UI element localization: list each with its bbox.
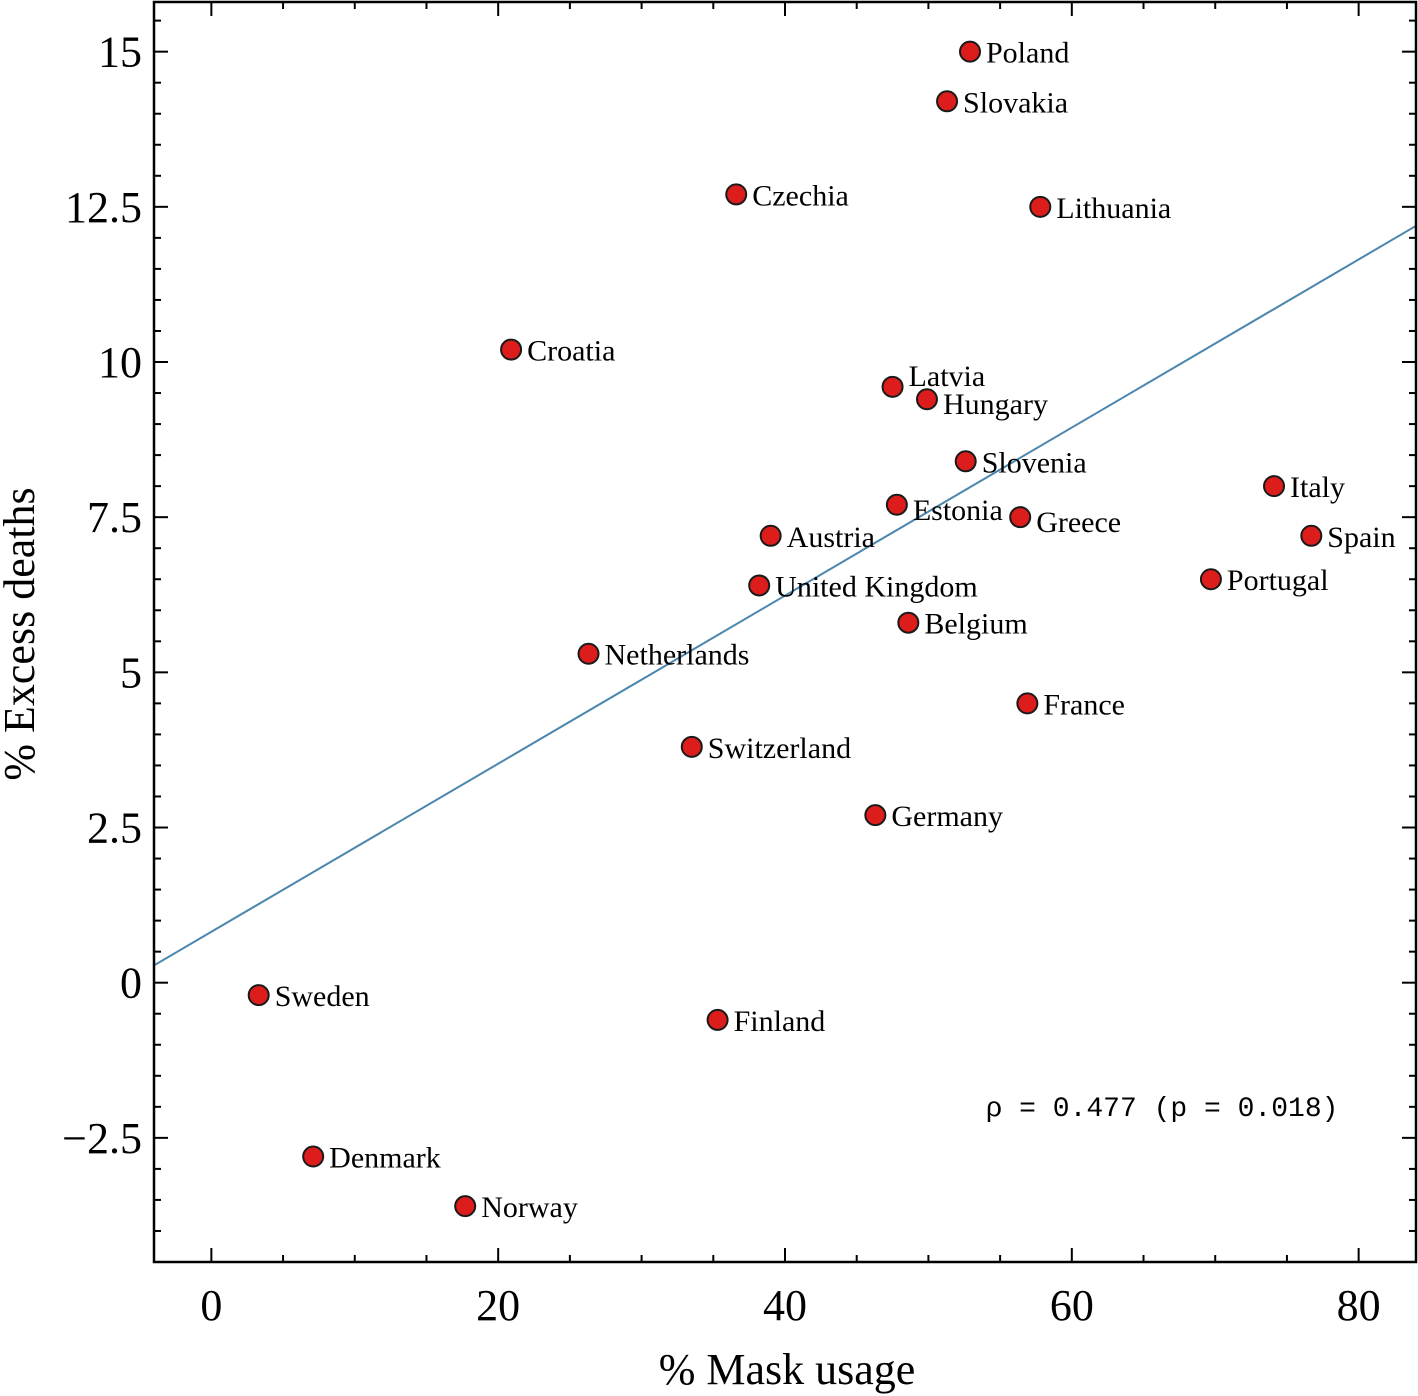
point-label: Hungary xyxy=(943,388,1048,421)
point-label: Czechia xyxy=(752,179,849,212)
y-tick-label: 5 xyxy=(120,648,142,697)
data-point xyxy=(1300,524,1323,547)
data-point xyxy=(759,524,782,547)
y-tick-label: 2.5 xyxy=(87,804,142,853)
data-point xyxy=(885,493,908,516)
data-point xyxy=(1009,506,1032,529)
data-point xyxy=(1263,475,1286,498)
point-label: Norway xyxy=(481,1191,578,1224)
point-label: Switzerland xyxy=(708,732,851,765)
point-label: Finland xyxy=(734,1005,826,1038)
point-label: Croatia xyxy=(527,335,615,368)
trend-line xyxy=(154,224,1416,967)
point-label: France xyxy=(1043,688,1125,721)
point-label: United Kingdom xyxy=(775,570,978,603)
point-label: Austria xyxy=(787,521,875,554)
point-label: Portugal xyxy=(1227,564,1329,597)
data-point xyxy=(725,183,748,206)
data-points xyxy=(247,40,1323,1218)
point-label: Belgium xyxy=(924,608,1027,641)
y-tick-label: 0 xyxy=(120,959,142,1008)
y-tick-label: −2.5 xyxy=(62,1114,142,1163)
data-point xyxy=(706,1008,729,1031)
data-point xyxy=(454,1195,477,1218)
point-label: Estonia xyxy=(913,494,1003,527)
data-point xyxy=(748,574,771,597)
point-label: Sweden xyxy=(275,980,370,1013)
correlation-annotation: ρ = 0.477 (p = 0.018) xyxy=(986,1094,1339,1125)
point-label: Germany xyxy=(891,800,1003,833)
y-tick-label: 12.5 xyxy=(65,183,142,232)
point-label: Poland xyxy=(986,37,1069,70)
data-point xyxy=(500,338,523,361)
point-label: Slovenia xyxy=(982,446,1087,479)
x-axis-title: % Mask usage xyxy=(659,1345,916,1394)
x-tick-label: 80 xyxy=(1337,1281,1381,1330)
axis-ticks: 0 20 40 60 80 −2.5 0 2.5 5 7.5 10 12.5 15 xyxy=(62,2,1416,1330)
x-tick-label: 20 xyxy=(476,1281,520,1330)
point-labels: Poland Slovakia Czechia Lithuania Croatia Lat… xyxy=(275,37,1396,1224)
data-point xyxy=(577,642,600,665)
point-label: Denmark xyxy=(329,1141,441,1174)
data-point xyxy=(1199,568,1222,591)
y-tick-label: 15 xyxy=(98,28,142,77)
data-point xyxy=(247,984,270,1007)
point-label: Netherlands xyxy=(605,639,750,672)
data-point xyxy=(302,1145,325,1168)
x-tick-label: 60 xyxy=(1050,1281,1094,1330)
y-tick-label: 7.5 xyxy=(87,493,142,542)
data-point xyxy=(897,611,920,634)
x-tick-label: 40 xyxy=(763,1281,807,1330)
data-point xyxy=(1029,195,1052,218)
plot-frame xyxy=(152,0,1418,1264)
point-label: Greece xyxy=(1036,506,1121,539)
data-point xyxy=(915,388,938,411)
data-point xyxy=(958,40,981,63)
data-point xyxy=(936,90,959,113)
point-label: Italy xyxy=(1290,471,1345,504)
data-point xyxy=(881,375,904,398)
data-point xyxy=(864,804,887,827)
point-label: Slovakia xyxy=(963,86,1068,119)
y-tick-label: 10 xyxy=(98,338,142,387)
data-point xyxy=(954,450,977,473)
trendline-layer xyxy=(154,224,1416,967)
x-tick-label: 0 xyxy=(200,1281,222,1330)
data-point xyxy=(1016,692,1039,715)
point-label: Latvia xyxy=(909,360,986,393)
point-label: Spain xyxy=(1327,521,1395,554)
point-label: Lithuania xyxy=(1056,192,1171,225)
data-point xyxy=(680,735,703,758)
y-axis-title: % Excess deaths xyxy=(0,487,44,780)
